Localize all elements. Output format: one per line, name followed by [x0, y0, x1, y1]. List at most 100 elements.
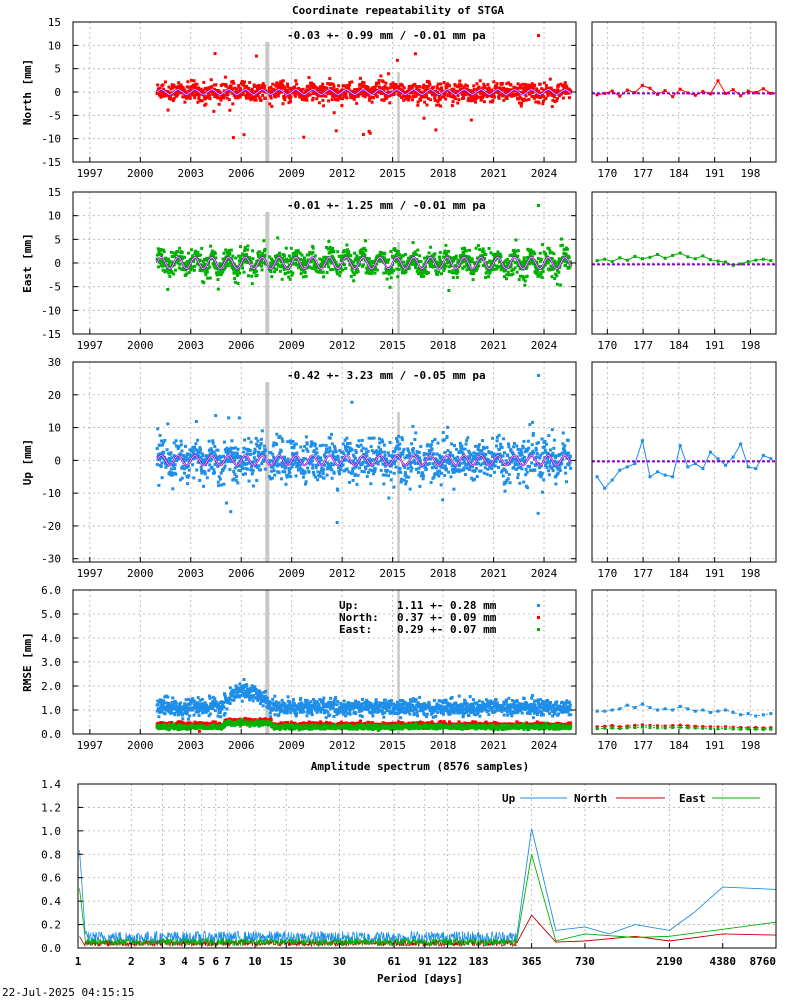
data-point	[200, 452, 204, 456]
data-point	[555, 99, 559, 103]
data-point	[292, 446, 296, 450]
data-point	[252, 456, 256, 460]
data-point	[449, 263, 453, 267]
data-point	[381, 440, 385, 444]
data-point	[497, 254, 501, 258]
data-point	[190, 93, 194, 97]
data-point	[319, 474, 323, 478]
data-point	[450, 87, 454, 91]
data-point	[183, 471, 187, 475]
data-point	[260, 258, 264, 262]
data-point	[540, 471, 544, 475]
data-point	[158, 433, 162, 437]
data-point	[248, 256, 252, 260]
data-point	[506, 477, 510, 481]
data-point	[160, 707, 164, 711]
data-point	[338, 448, 342, 452]
data-point	[398, 263, 402, 267]
data-point	[536, 269, 540, 273]
data-point	[188, 96, 192, 100]
data-point	[478, 449, 482, 453]
data-point	[176, 258, 180, 262]
y-tick-label: -15	[41, 328, 61, 341]
plot-frame	[72, 361, 577, 563]
data-point	[311, 92, 315, 96]
data-point	[488, 459, 492, 463]
data-point	[397, 84, 401, 88]
data-point	[160, 443, 164, 447]
data-point	[460, 84, 464, 88]
data-point	[277, 471, 281, 475]
data-point	[475, 462, 479, 466]
data-point	[534, 93, 538, 97]
data-point	[252, 264, 256, 268]
data-point	[219, 455, 223, 459]
data-point	[431, 462, 435, 466]
data-point	[279, 449, 283, 453]
data-point	[193, 456, 197, 460]
data-point	[283, 470, 287, 474]
data-point	[418, 85, 422, 89]
data-point	[176, 250, 180, 254]
data-point	[336, 457, 340, 461]
data-point	[410, 86, 414, 90]
data-point	[371, 472, 375, 476]
data-point	[179, 83, 183, 87]
data-point	[428, 83, 432, 87]
data-point	[478, 260, 482, 264]
data-point	[434, 466, 438, 470]
data-point	[451, 276, 455, 280]
data-point	[442, 460, 446, 464]
data-point	[317, 460, 321, 464]
data-point	[156, 703, 160, 707]
data-point	[331, 455, 335, 459]
data-point	[274, 262, 278, 266]
data-point	[533, 265, 537, 269]
data-point	[163, 80, 167, 84]
y-tick-label: 15	[48, 186, 61, 199]
data-point	[161, 248, 165, 252]
data-point	[216, 464, 220, 468]
data-point	[379, 254, 383, 258]
data-point	[248, 80, 252, 84]
data-point	[222, 454, 226, 458]
data-point	[411, 424, 415, 428]
data-point	[322, 476, 326, 480]
data-point	[436, 472, 440, 476]
data-point	[156, 83, 160, 87]
data-point	[217, 457, 221, 461]
data-point	[168, 452, 172, 456]
data-point	[364, 451, 368, 455]
data-point	[349, 254, 353, 258]
data-point	[302, 269, 306, 273]
data-point	[237, 85, 241, 89]
data-point	[222, 701, 226, 705]
data-point	[375, 449, 379, 453]
data-point	[330, 476, 334, 480]
data-point	[349, 274, 353, 278]
model-curve-core	[156, 89, 572, 95]
legend-marker	[537, 204, 540, 207]
data-point	[486, 83, 490, 87]
data-point	[200, 458, 204, 462]
data-point	[412, 458, 416, 462]
data-point	[525, 470, 529, 474]
data-point	[179, 443, 183, 447]
data-point	[406, 449, 410, 453]
data-point	[280, 437, 284, 441]
data-point	[555, 465, 559, 469]
data-point	[557, 83, 561, 87]
data-point	[286, 89, 290, 93]
data-point	[170, 711, 174, 715]
data-point	[401, 450, 405, 454]
data-point	[476, 256, 480, 260]
data-point	[289, 95, 293, 99]
data-point	[284, 482, 288, 486]
data-point	[504, 259, 508, 263]
data-point	[337, 254, 341, 258]
data-point	[402, 260, 406, 264]
data-point	[426, 462, 430, 466]
data-point	[500, 445, 504, 449]
data-point	[232, 477, 236, 481]
